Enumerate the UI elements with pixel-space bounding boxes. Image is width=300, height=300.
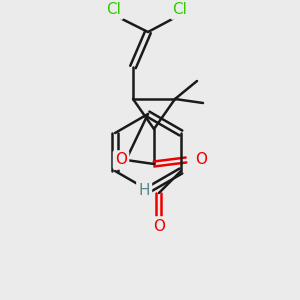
Text: Cl: Cl xyxy=(106,2,122,17)
Text: O: O xyxy=(153,218,165,233)
Text: O: O xyxy=(115,152,127,167)
Text: H: H xyxy=(138,182,150,197)
Text: Cl: Cl xyxy=(172,2,188,17)
Text: O: O xyxy=(195,152,207,167)
